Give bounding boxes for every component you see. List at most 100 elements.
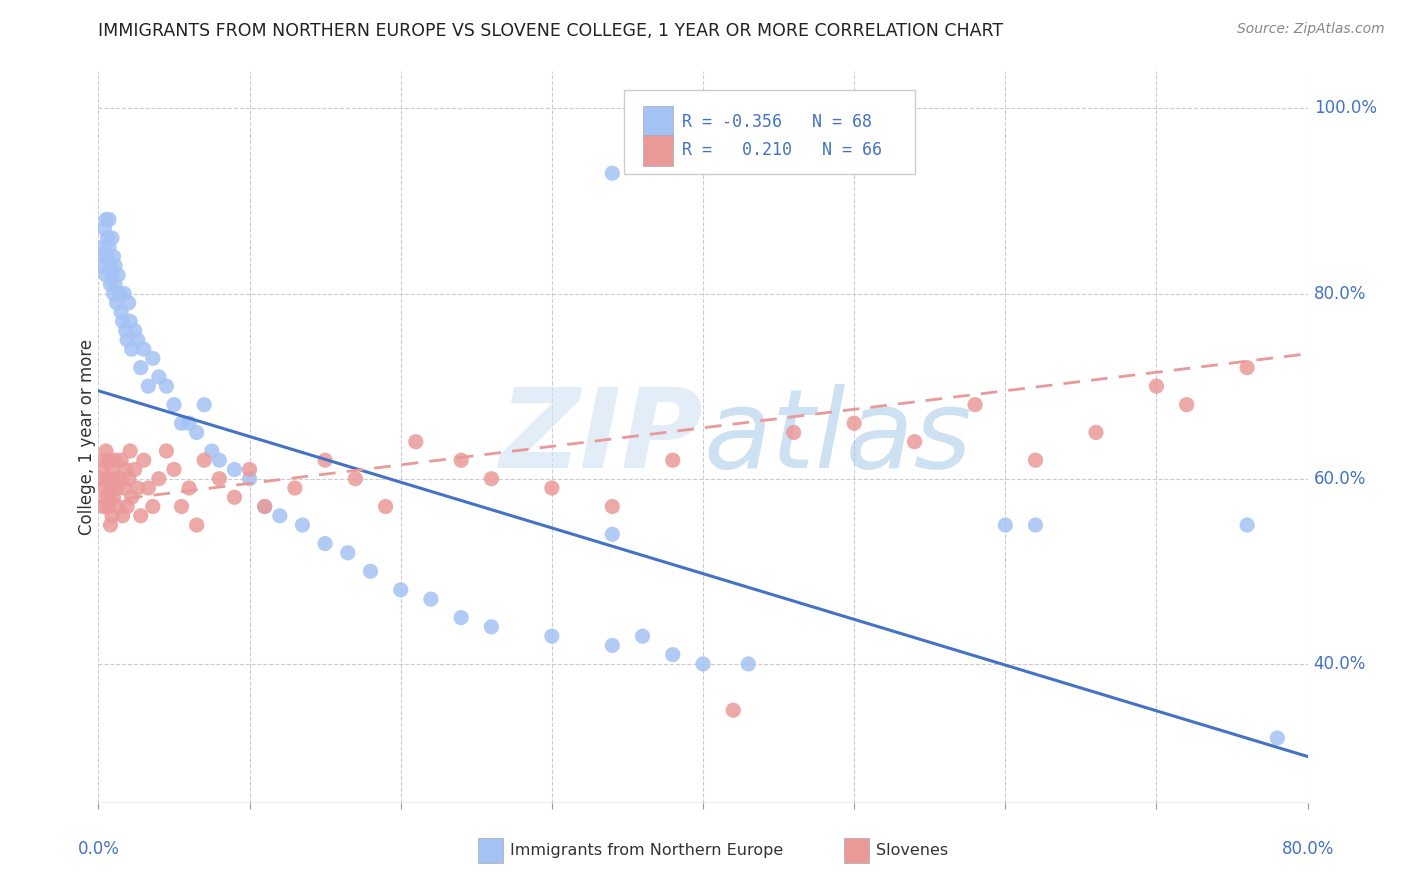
Text: 0.0%: 0.0% (77, 840, 120, 858)
Y-axis label: College, 1 year or more: College, 1 year or more (79, 339, 96, 535)
Point (114, 462, 136, 476)
Point (142, 351, 165, 366)
Point (94, 212, 117, 227)
Point (129, 508, 152, 523)
Bar (643, 135, 672, 166)
Text: 100.0%: 100.0% (1313, 99, 1376, 118)
Point (121, 342, 143, 356)
Point (186, 425, 208, 440)
Point (782, 425, 804, 440)
Point (118, 295, 141, 310)
Point (91, 500, 114, 514)
Point (904, 434, 927, 449)
Point (104, 259, 127, 273)
Point (96, 250, 118, 264)
Text: Source: ZipAtlas.com: Source: ZipAtlas.com (1237, 22, 1385, 37)
Point (105, 295, 128, 310)
Point (100, 481, 122, 495)
Point (94, 444, 117, 458)
Point (90, 259, 112, 273)
Point (602, 527, 624, 541)
Point (91, 240, 114, 254)
Point (239, 472, 262, 486)
Point (136, 481, 159, 495)
Point (114, 324, 136, 338)
Point (269, 508, 291, 523)
Text: R = -0.356   N = 68: R = -0.356 N = 68 (682, 112, 873, 130)
Point (93, 453, 115, 467)
Point (93, 481, 115, 495)
Point (101, 462, 124, 476)
Point (602, 639, 624, 653)
Point (253, 500, 276, 514)
Point (193, 453, 215, 467)
Point (291, 518, 314, 533)
Point (1236, 360, 1258, 375)
Point (93, 250, 115, 264)
Point (115, 500, 138, 514)
Point (124, 324, 146, 338)
Point (1236, 518, 1258, 533)
Point (170, 500, 193, 514)
Point (481, 620, 503, 634)
Point (112, 286, 135, 301)
Point (284, 481, 307, 495)
Point (94, 268, 117, 282)
Point (405, 434, 427, 449)
Point (994, 518, 1017, 533)
Point (101, 268, 124, 282)
Point (120, 314, 142, 328)
Point (177, 481, 201, 495)
Text: 80.0%: 80.0% (1281, 840, 1334, 858)
Point (450, 453, 472, 467)
Point (100, 277, 122, 292)
Point (93, 221, 115, 235)
Point (110, 453, 132, 467)
Point (177, 416, 201, 430)
Point (103, 490, 125, 504)
Point (360, 565, 382, 579)
Point (90, 472, 112, 486)
Point (129, 360, 152, 375)
Point (374, 500, 396, 514)
Point (105, 481, 128, 495)
Point (1024, 453, 1046, 467)
Point (132, 453, 155, 467)
Point (170, 416, 193, 430)
Point (101, 231, 124, 245)
Point (132, 342, 155, 356)
Point (193, 398, 215, 412)
Point (602, 500, 624, 514)
Point (314, 453, 336, 467)
Point (103, 286, 125, 301)
Text: R =   0.210   N = 66: R = 0.210 N = 66 (682, 141, 883, 159)
Text: ZIP: ZIP (499, 384, 703, 491)
Point (98, 212, 121, 227)
Point (100, 518, 122, 533)
Point (155, 444, 177, 458)
Point (419, 592, 441, 607)
Point (142, 500, 165, 514)
Bar (643, 106, 672, 137)
Point (239, 462, 262, 476)
Text: Immigrants from Northern Europe: Immigrants from Northern Europe (510, 843, 783, 858)
FancyBboxPatch shape (624, 90, 915, 174)
Point (127, 333, 149, 347)
Point (965, 398, 987, 412)
Point (118, 472, 141, 486)
Point (186, 518, 208, 533)
Point (124, 462, 146, 476)
Point (208, 453, 231, 467)
Point (108, 286, 131, 301)
Point (389, 582, 412, 597)
Point (111, 314, 134, 328)
Point (111, 508, 134, 523)
Point (98, 490, 121, 504)
Point (336, 546, 359, 560)
Point (314, 536, 336, 550)
Point (201, 444, 224, 458)
Point (98, 453, 121, 467)
Text: atlas: atlas (703, 384, 972, 491)
Point (110, 305, 132, 319)
Point (721, 703, 744, 717)
